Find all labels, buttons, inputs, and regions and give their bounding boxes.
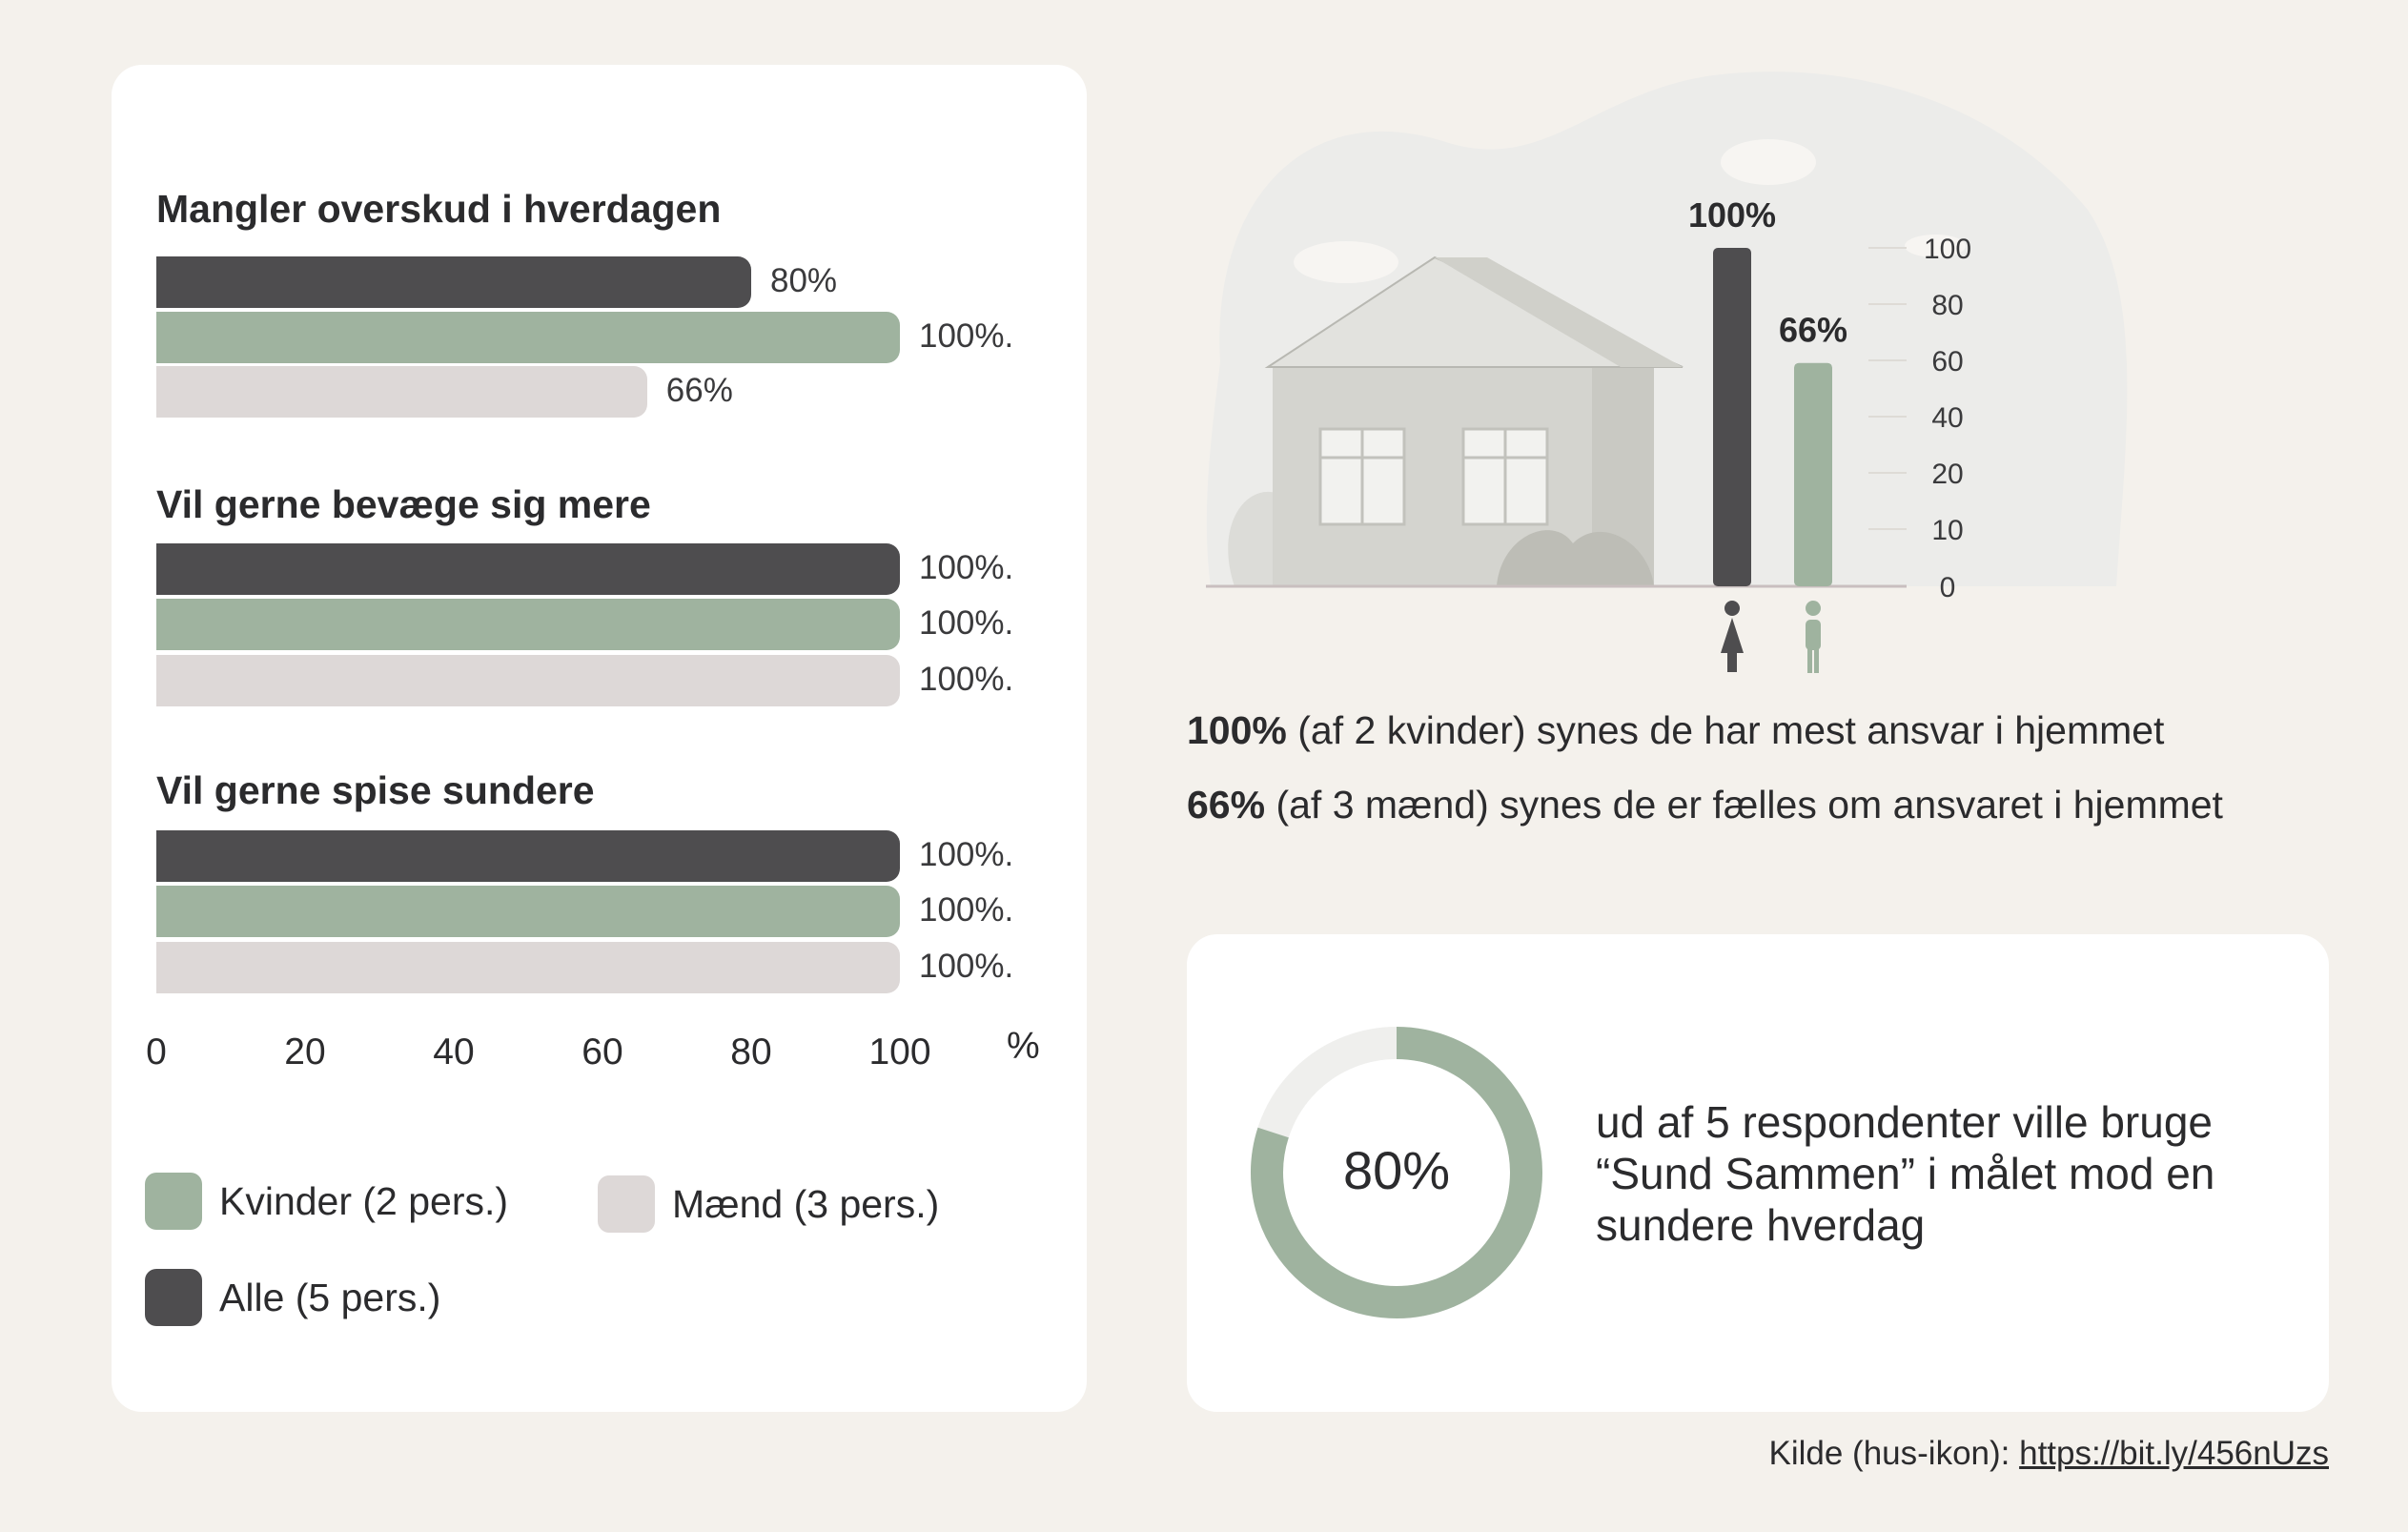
legend-swatch-alle <box>145 1269 202 1326</box>
x-tick-label: 100 <box>868 1032 931 1072</box>
female-icon <box>1721 601 1744 672</box>
source-credit: Kilde (hus-ikon): https://bit.ly/456nUzs <box>1768 1435 2330 1472</box>
vertical-bars: 100% 66% <box>1688 195 1847 586</box>
group-title: Mangler overskud i hverdagen <box>156 187 722 231</box>
legend-swatch-maend <box>598 1175 655 1233</box>
source-link[interactable]: https://bit.ly/456nUzs <box>2019 1435 2329 1472</box>
donut-chart: 80% <box>1251 1027 1542 1318</box>
bar-kvinder <box>156 886 900 937</box>
y-tick-label: 40 <box>1931 402 1963 434</box>
bar-alle <box>156 830 900 882</box>
donut-description: ud af 5 respondenter ville bruge “Sund S… <box>1596 1097 2215 1250</box>
legend-kvinder: Kvinder (2 pers.) <box>145 1173 508 1230</box>
group-title: Vil gerne spise sundere <box>156 768 595 812</box>
statement-kvinder: 100% (af 2 kvinder) synes de har mest an… <box>1187 708 2165 752</box>
cloud-left <box>1294 241 1398 283</box>
bar-kvinder <box>156 312 900 363</box>
bar-value-label: 100%. <box>919 891 1014 929</box>
group-title: Vil gerne bevæge sig mere <box>156 482 651 526</box>
x-tick-label: 0 <box>146 1032 167 1072</box>
bar-kvinder-total <box>1713 248 1751 586</box>
bar-alle <box>156 256 751 308</box>
bar-maend-total <box>1794 362 1832 586</box>
donut-card <box>1187 934 2329 1412</box>
cloud-right <box>1721 139 1816 185</box>
bar-value-label: 100%. <box>919 317 1014 355</box>
y-tick-label: 20 <box>1931 459 1963 490</box>
x-tick-label: 20 <box>284 1032 326 1072</box>
y-tick-label: 80 <box>1931 290 1963 321</box>
vbar-value-label: 100% <box>1688 195 1776 235</box>
bar-value-label: 100%. <box>919 549 1014 586</box>
bar-value-label: 80% <box>770 262 838 299</box>
house-side <box>1592 362 1654 586</box>
statement-maend: 66% (af 3 mænd) synes de er fælles om an… <box>1187 783 2223 827</box>
legend-label-kvinder: Kvinder (2 pers.) <box>219 1178 509 1223</box>
male-icon <box>1806 601 1821 673</box>
y-tick-label: 0 <box>1940 572 1956 603</box>
bar-value-label: 100%. <box>919 604 1014 642</box>
x-tick-label: 60 <box>582 1032 623 1072</box>
bar-maend <box>156 942 900 993</box>
y-tick-label: 10 <box>1931 515 1963 546</box>
donut-center-label: 80% <box>1343 1140 1450 1200</box>
bar-alle <box>156 543 900 595</box>
bar-value-label: 100%. <box>919 948 1014 985</box>
bar-kvinder <box>156 599 900 650</box>
bar-value-label: 66% <box>665 372 733 409</box>
bar-maend <box>156 366 647 418</box>
bar-value-label: 100%. <box>919 836 1014 873</box>
bar-maend <box>156 655 900 706</box>
legend-swatch-kvinder <box>145 1173 202 1230</box>
legend-label-alle: Alle (5 pers.) <box>219 1275 441 1319</box>
vbar-value-label: 66% <box>1779 311 1847 350</box>
legend-alle: Alle (5 pers.) <box>145 1269 440 1326</box>
x-unit-label: % <box>1007 1026 1040 1067</box>
legend-maend: Mænd (3 pers.) <box>598 1175 939 1233</box>
donut-arc-80 <box>1251 1027 1542 1318</box>
y-tick-label: 60 <box>1931 346 1963 378</box>
x-tick-label: 40 <box>433 1032 475 1072</box>
bush-right <box>1497 530 1654 586</box>
x-tick-label: 80 <box>730 1032 772 1072</box>
legend-label-maend: Mænd (3 pers.) <box>672 1181 940 1226</box>
y-tick-label: 100 <box>1924 234 1971 265</box>
bar-value-label: 100%. <box>919 661 1014 698</box>
